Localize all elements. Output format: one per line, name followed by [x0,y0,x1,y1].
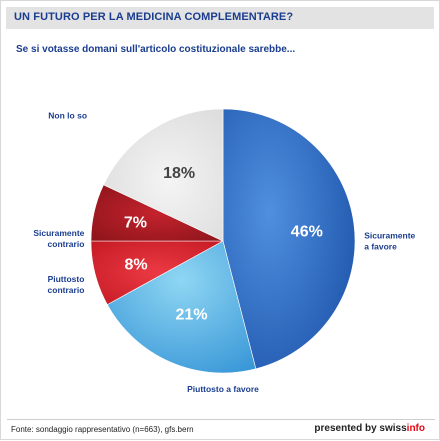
source-note: Fonte: sondaggio rappresentativo (n=663)… [11,425,194,434]
value-label-sicuramente-contrario: 7% [124,214,147,231]
pie-slice-piuttosto-a-favore [106,240,257,374]
title-bar: UN FUTURO PER LA MEDICINA COMPLEMENTARE? [6,7,434,29]
brand-suffix: info [406,423,425,434]
pie-slice-sicuramente-a-favore [222,108,356,370]
chart-subtitle: Se si votasse domani sull'articolo costi… [16,44,296,55]
category-label-piuttosto-a-favore: Piuttosto a favore [187,384,259,394]
value-label-sicuramente-a-favore: 46% [291,223,323,240]
brand-credit: presented by swissinfo [314,423,425,434]
value-label-piuttosto-contrario: 8% [124,256,147,273]
pie-slice-non-lo-so [103,108,224,242]
brand-prefix: presented by swiss [314,423,407,434]
category-label-sicuramente-a-favore: Sicuramente a favore [364,231,415,252]
category-label-non-lo-so: Non lo so [48,111,87,121]
chart-title: UN FUTURO PER LA MEDICINA COMPLEMENTARE? [14,11,294,23]
category-label-sicuramente-contrario: Sicuramente contrario [33,228,84,249]
footer-divider [7,419,435,420]
value-label-piuttosto-a-favore: 21% [176,307,208,324]
category-label-piuttosto-contrario: Piuttosto contrario [48,274,85,295]
value-label-non-lo-so: 18% [163,165,195,182]
